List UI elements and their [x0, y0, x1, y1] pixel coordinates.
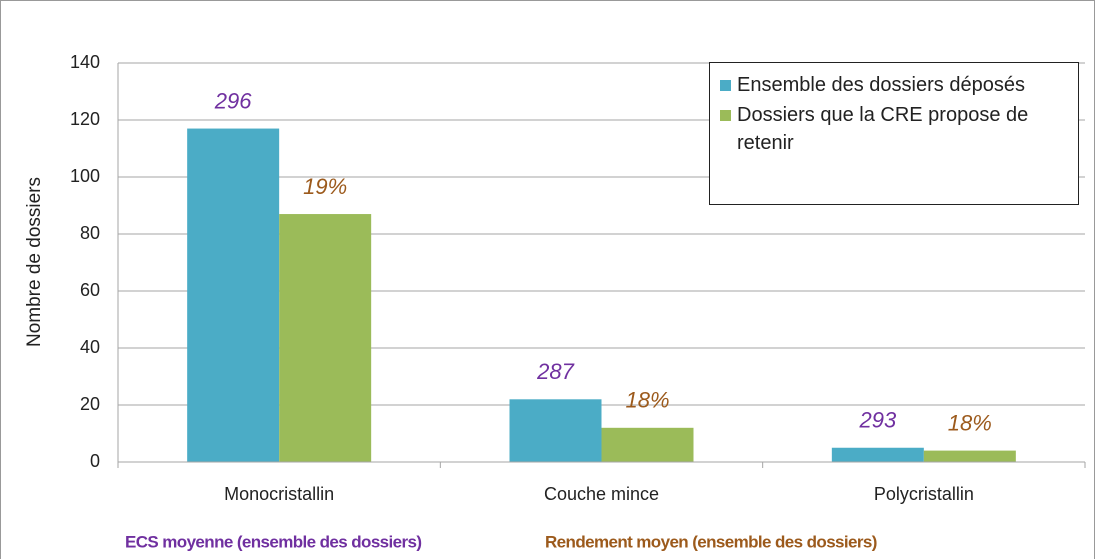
y-tick-label: 80 — [80, 223, 100, 243]
footnote: Rendement moyen (ensemble des dossiers) — [545, 532, 877, 551]
annotation: 18% — [625, 388, 669, 413]
legend-item: Ensemble des dossiers déposés — [718, 71, 1070, 99]
y-tick-label: 20 — [80, 394, 100, 414]
legend-item: Dossiers que la CRE propose de retenir — [718, 101, 1070, 157]
legend: Ensemble des dossiers déposés Dossiers qu… — [709, 62, 1079, 205]
x-tick-label: Polycristallin — [874, 484, 974, 504]
footnote: ECS moyenne (ensemble des dossiers) — [125, 532, 421, 551]
bar — [279, 214, 372, 462]
annotation: 296 — [214, 88, 252, 113]
legend-swatch — [720, 110, 731, 121]
y-axis-label: Nombre de dossiers — [24, 177, 45, 347]
legend-swatch — [720, 80, 731, 91]
legend-label: Ensemble des dossiers déposés — [737, 74, 1025, 96]
annotation: 287 — [536, 359, 574, 384]
y-tick-label: 40 — [80, 337, 100, 357]
y-tick-label: 100 — [70, 166, 100, 186]
y-tick-label: 140 — [70, 52, 100, 72]
y-tick-label: 60 — [80, 280, 100, 300]
legend-label: Dossiers que la CRE propose de retenir — [737, 104, 1029, 154]
x-tick-label: Couche mince — [544, 484, 659, 504]
y-tick-label: 0 — [90, 451, 100, 471]
bar — [831, 447, 924, 462]
annotation: 19% — [303, 174, 347, 199]
annotation: 18% — [948, 410, 992, 435]
annotation: 293 — [858, 408, 896, 433]
bar — [509, 399, 602, 462]
x-tick-label: Monocristallin — [224, 484, 334, 504]
bar — [601, 427, 694, 462]
bar — [923, 450, 1016, 462]
y-tick-label: 120 — [70, 109, 100, 129]
bar — [187, 128, 280, 463]
